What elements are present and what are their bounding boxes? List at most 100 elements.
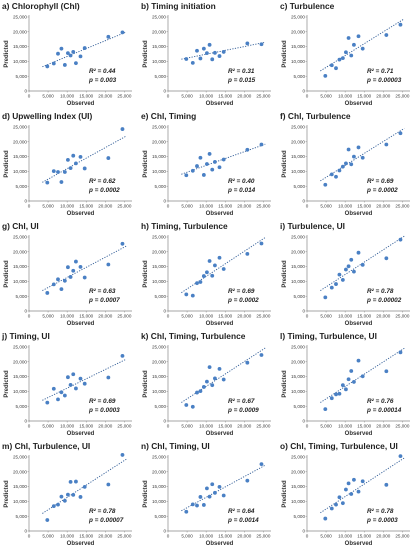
y-axis-label: Predicted [143,40,149,68]
y-tick-label: 15,000 [13,264,27,269]
x-tick-label: 10,000 [338,534,352,539]
x-tick-label: 5,000 [320,534,332,539]
data-point [398,454,403,459]
chart-title: m) Chl, Turbulence, UI [2,441,90,451]
data-point [190,60,195,65]
y-tick-label: 20,000 [291,359,305,364]
x-tick-label: 25,000 [117,314,131,319]
data-point [221,157,226,162]
x-tick-label: 20,000 [98,424,112,429]
y-tick-label: 20,000 [13,469,27,474]
data-point [217,367,222,371]
data-point [213,160,217,164]
data-point [68,275,73,279]
y-axis-label: Predicted [282,480,288,508]
x-tick-label: 20,000 [98,534,112,539]
y-tick-label: 15,000 [152,154,166,159]
r-squared-label: R² = 0.69 [367,178,394,185]
x-tick-label: 25,000 [117,94,131,99]
p-value-label: p = 0.0003 [88,407,120,414]
trend-line [42,31,127,68]
y-tick-label: 25,000 [13,455,27,460]
y-tick-label: 25,000 [152,345,166,350]
y-tick-label: 0 [302,89,305,94]
p-value-label: p = 0.0003 [366,517,398,524]
x-tick-label: 5,000 [42,94,54,99]
data-point [346,264,351,269]
y-axis-label: Predicted [4,260,10,288]
data-point [356,358,361,363]
data-point [352,269,356,274]
trend-line [320,457,405,514]
data-point [210,167,215,172]
data-point [106,34,111,39]
y-axis-label: Predicted [282,370,288,398]
x-tick-label: 10,000 [338,204,352,209]
y-tick-label: 0 [24,419,27,424]
data-point [45,291,50,295]
y-tick-label: 10,000 [13,389,27,394]
x-tick-label: 20,000 [376,534,390,539]
y-tick-label: 0 [163,529,166,534]
data-point [337,272,342,277]
data-point [340,278,345,282]
data-point [207,259,212,263]
data-point [329,285,334,290]
data-point [120,453,125,457]
y-tick-label: 25,000 [291,455,305,460]
data-point [82,275,87,280]
data-point [66,51,70,56]
data-point [82,166,87,171]
data-point [205,486,209,491]
x-tick-label: 15,000 [218,534,232,539]
r-squared-label: R² = 0.78 [89,508,116,515]
data-point [56,170,60,174]
y-tick-label: 5,000 [155,514,167,519]
data-point [259,462,264,467]
trend-line [181,464,266,512]
r-squared-label: R² = 0.62 [89,178,116,185]
chart-panel: c) Turbulence 0 5,000 10,000 15,000 20,000 25,… [280,1,410,107]
x-tick-label: 5,000 [181,94,193,99]
y-tick-label: 10,000 [152,389,166,394]
y-tick-label: 10,000 [152,59,166,64]
data-point [217,484,222,489]
x-axis-label: Observed [67,541,95,547]
x-tick-label: 20,000 [237,94,251,99]
data-point [56,51,60,56]
data-point [195,48,199,53]
x-tick-label: 0 [167,204,170,209]
data-point [62,393,67,398]
data-point [340,383,345,388]
x-tick-label: 5,000 [181,424,193,429]
data-point [71,492,76,497]
x-tick-label: 0 [306,314,309,319]
data-point [221,50,226,54]
data-point [334,282,338,286]
y-axis-label: Predicted [143,370,149,398]
y-tick-label: 5,000 [16,294,28,299]
y-tick-label: 15,000 [13,374,27,379]
data-point [349,162,354,167]
x-tick-label: 0 [306,94,309,99]
x-tick-label: 20,000 [376,204,390,209]
y-tick-label: 5,000 [294,74,306,79]
data-point [59,390,64,395]
data-point [106,482,111,487]
x-tick-label: 10,000 [338,314,352,319]
y-tick-label: 20,000 [13,139,27,144]
data-point [59,46,64,51]
chart-panel: n) Chl, Timing, UI 0 5,000 10,000 15,000 20,0… [141,441,271,547]
trend-line [320,128,405,182]
x-tick-label: 5,000 [181,204,193,209]
chart-title: i) Turbulence, UI [280,221,345,231]
data-point [210,383,215,388]
p-value-label: p = 0.015 [227,77,256,84]
data-point [323,407,328,412]
x-tick-label: 5,000 [320,314,332,319]
data-point [190,168,195,173]
data-point [78,154,83,159]
y-tick-label: 20,000 [13,359,27,364]
x-tick-label: 10,000 [60,314,74,319]
